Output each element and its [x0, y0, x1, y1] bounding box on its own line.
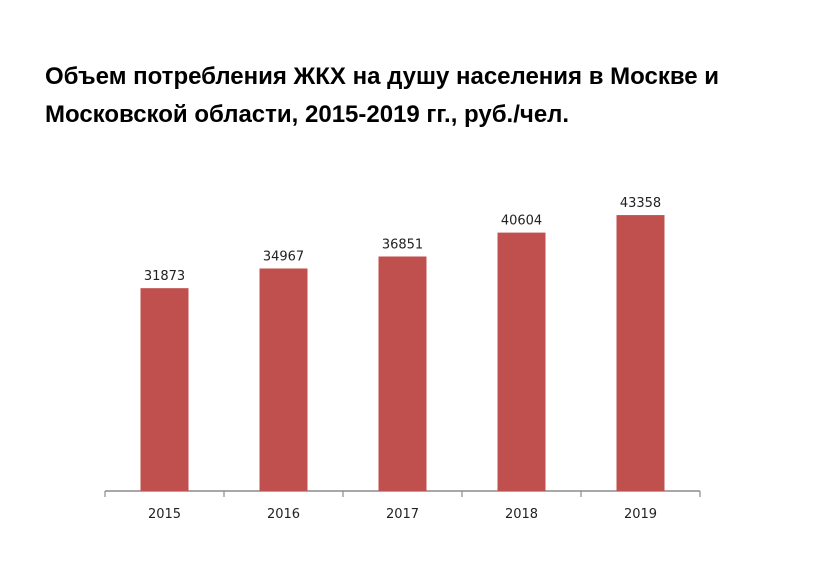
- x-tick-label-2019: 2019: [624, 507, 657, 522]
- bar-2016: [259, 268, 308, 491]
- chart-title: Объем потребления ЖКХ на душу населения …: [45, 63, 720, 128]
- x-tick-label-2015: 2015: [148, 507, 181, 522]
- bar-2018: [497, 232, 546, 492]
- x-tick-label-2017: 2017: [386, 507, 419, 522]
- x-tick-label-2018: 2018: [505, 507, 538, 522]
- bar-2015: [140, 288, 189, 491]
- x-tick-label-2016: 2016: [267, 507, 300, 522]
- data-label-2016: 34967: [263, 249, 304, 264]
- bars-group: [140, 215, 665, 492]
- data-label-2015: 31873: [144, 269, 185, 284]
- x-axis-ticks: [104, 491, 701, 497]
- bar-2019: [616, 215, 665, 491]
- data-labels-group: 31873 34967 36851 40604 43358: [144, 196, 661, 284]
- data-label-2017: 36851: [382, 237, 423, 252]
- x-tick-labels-group: 2015 2016 2017 2018 2019: [148, 507, 657, 522]
- bar-2017: [378, 256, 427, 491]
- data-label-2018: 40604: [501, 214, 542, 229]
- data-label-2019: 43358: [620, 196, 661, 211]
